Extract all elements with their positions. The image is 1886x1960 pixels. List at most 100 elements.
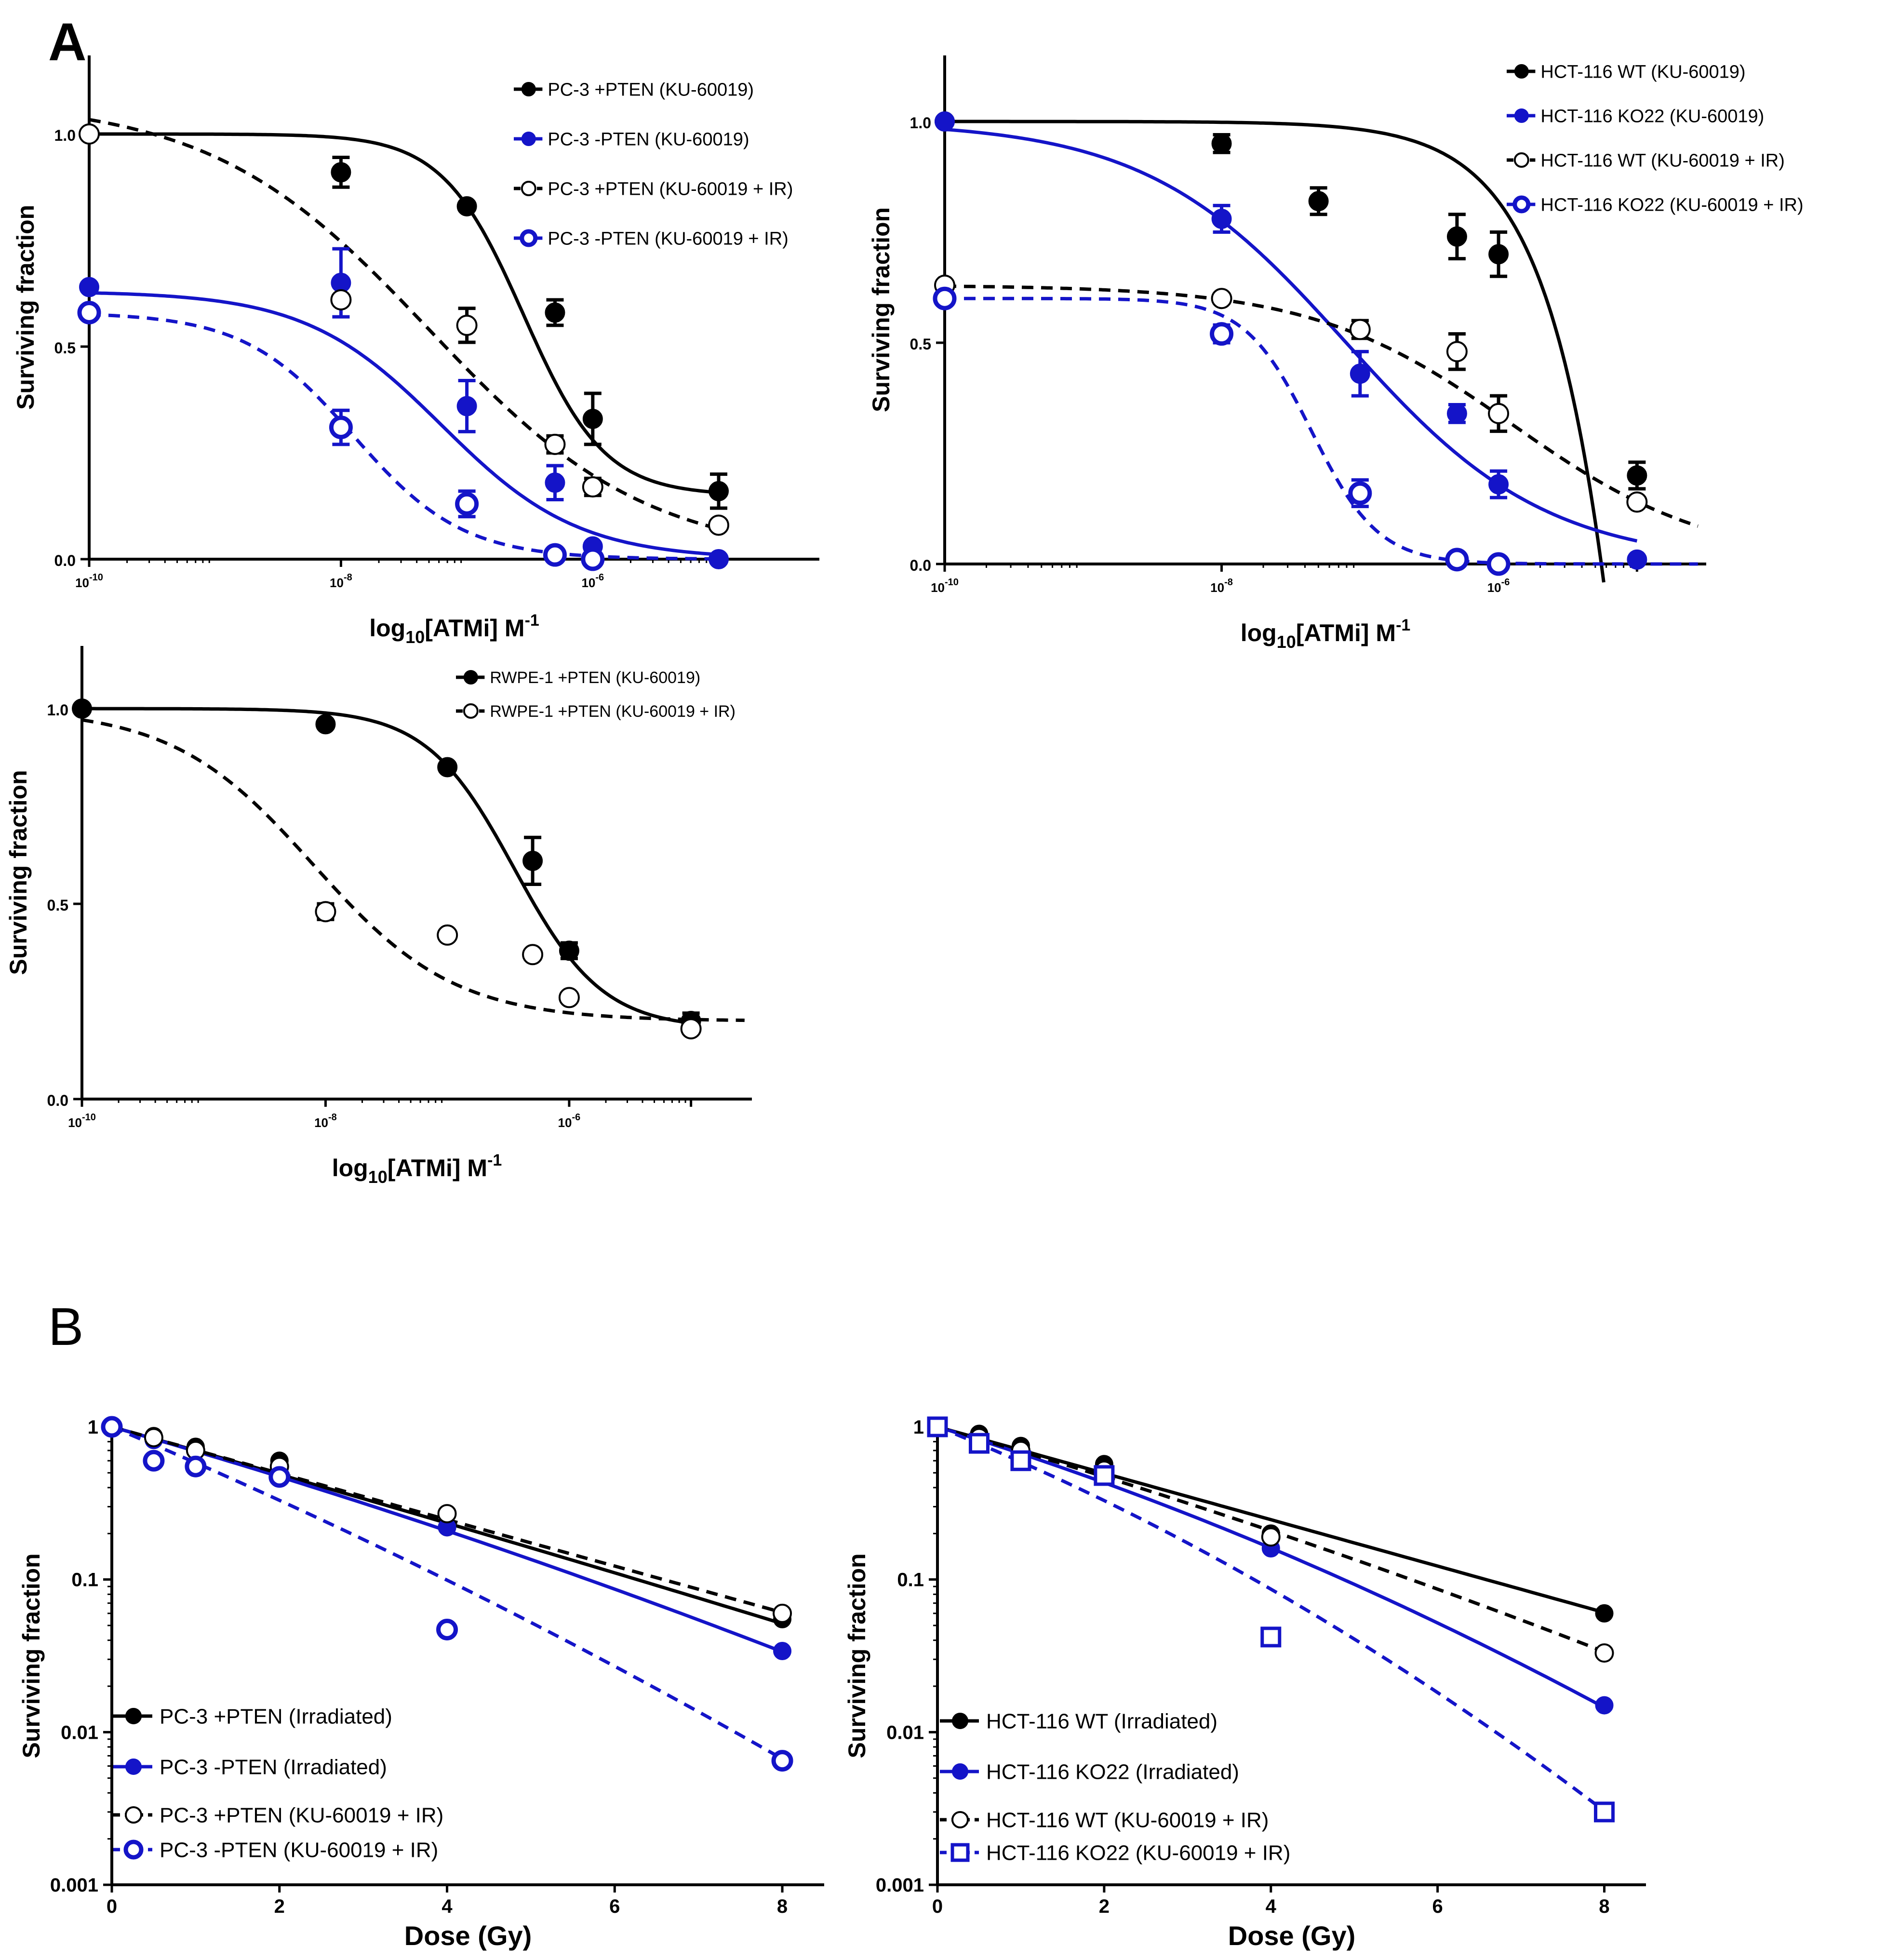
data-point [1488, 244, 1509, 265]
legend-marker [463, 670, 478, 685]
data-point [1486, 552, 1511, 576]
y-tick-label: 1.0 [910, 114, 931, 132]
fit-curve-3 [945, 296, 1698, 566]
data-point [1627, 465, 1647, 486]
y-tick-label: 0.1 [897, 1570, 924, 1591]
legend-marker [125, 1708, 142, 1724]
data-point [582, 408, 603, 429]
legend-marker [950, 1843, 970, 1862]
legend-marker [520, 229, 538, 247]
data-point [315, 714, 336, 735]
data-point [79, 277, 99, 297]
data-point [77, 300, 101, 324]
data-point [1594, 1643, 1614, 1663]
data-point [1446, 226, 1467, 247]
legend-marker [952, 1763, 968, 1780]
fit-curve-1 [81, 718, 745, 1022]
data-point [437, 924, 458, 946]
data-point [185, 1455, 207, 1477]
data-point [79, 123, 100, 145]
legend-label: RWPE-1 +PTEN (KU-60019) [490, 669, 700, 687]
y-axis-title: Surviving fraction [5, 770, 32, 975]
data-point [1594, 1801, 1615, 1823]
data-point [708, 514, 730, 536]
legend-label: PC-3 -PTEN (KU-60019) [548, 129, 749, 149]
data-point [331, 162, 351, 183]
data-point [1211, 133, 1232, 154]
data-point [330, 289, 352, 310]
data-point [1261, 1527, 1281, 1547]
data-point [933, 286, 957, 310]
y-tick-label: 0.01 [886, 1722, 924, 1743]
legend-label: PC-3 -PTEN (Irradiated) [160, 1755, 387, 1779]
y-tick-label: 0.0 [47, 1092, 68, 1109]
legend-marker [521, 181, 536, 196]
x-axis-title: Dose (Gy) [404, 1920, 532, 1951]
fit-curve-0 [82, 707, 692, 1025]
data-point [456, 196, 477, 216]
data-point [773, 1642, 792, 1661]
data-point [773, 1603, 792, 1623]
legend-label: PC-3 -PTEN (KU-60019 + IR) [548, 228, 788, 249]
data-point [1595, 1696, 1614, 1715]
data-point [455, 492, 479, 516]
data-point [315, 901, 336, 923]
data-point [522, 850, 543, 871]
legend-marker [1513, 152, 1529, 168]
legend-marker [125, 1806, 142, 1824]
legend-label: PC-3 +PTEN (Irradiated) [160, 1705, 392, 1728]
legend-label: HCT-116 WT (KU-60019) [1540, 62, 1745, 82]
data-point [1445, 548, 1469, 572]
y-axis-title: Surviving fraction [843, 1553, 870, 1758]
data-point [709, 549, 729, 569]
legend-marker [952, 1713, 968, 1729]
data-point [559, 940, 579, 961]
data-point [582, 476, 603, 498]
y-tick-label: 1 [88, 1417, 98, 1438]
panel-a-label: A [48, 13, 86, 72]
y-tick-label: 0.1 [71, 1570, 98, 1591]
y-axis-title: Surviving fraction [18, 1553, 45, 1758]
legend-label: HCT-116 KO22 (KU-60019 + IR) [1540, 195, 1803, 215]
y-tick-label: 0.0 [54, 552, 76, 569]
x-tick-label: 8 [1599, 1896, 1609, 1917]
legend-label: PC-3 +PTEN (KU-60019 + IR) [160, 1803, 443, 1827]
legend-marker [463, 703, 479, 719]
data-point [329, 416, 353, 440]
data-point [1210, 322, 1234, 346]
x-axis-title: log10[ATMi] M-1 [369, 611, 539, 647]
data-point [1350, 363, 1370, 384]
data-point [545, 302, 565, 323]
x-tick-label: 0 [932, 1896, 943, 1917]
x-tick-label: 2 [1099, 1896, 1110, 1917]
data-point [544, 433, 566, 455]
fit-curve-2 [945, 284, 1699, 528]
data-point [143, 1450, 165, 1472]
data-point [72, 698, 92, 719]
data-point [436, 1619, 458, 1641]
fit-curve-0 [89, 132, 719, 495]
data-point [543, 543, 567, 567]
data-point [522, 944, 544, 966]
data-point [1010, 1450, 1031, 1471]
data-point [581, 547, 605, 571]
legend-marker [1514, 64, 1529, 79]
legend-marker [123, 1839, 144, 1860]
fit-curve-0 [937, 1425, 1605, 1614]
data-point [101, 1416, 123, 1438]
data-point [437, 1504, 457, 1524]
data-point [1349, 319, 1371, 340]
data-point [1094, 1465, 1115, 1486]
legend-marker [1512, 195, 1531, 214]
data-point [1260, 1626, 1282, 1648]
x-tick-label: 4 [441, 1896, 453, 1917]
data-point [1627, 549, 1647, 570]
y-tick-label: 0.5 [910, 336, 931, 353]
x-tick-label: 4 [1266, 1896, 1277, 1917]
x-axis-title: log10[ATMi] M-1 [332, 1151, 502, 1187]
legend-label: HCT-116 KO22 (Irradiated) [986, 1760, 1239, 1784]
legend-marker [1514, 108, 1529, 123]
legend-marker [125, 1759, 142, 1775]
